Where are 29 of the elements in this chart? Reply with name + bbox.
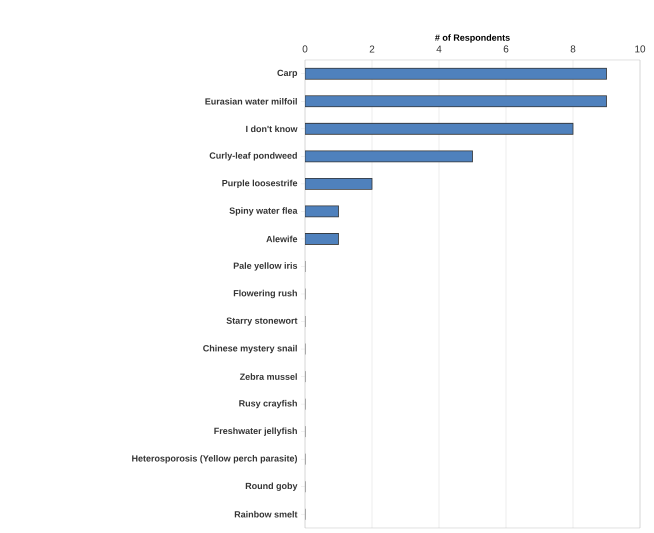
y-tick-label: Eurasian water milfoil bbox=[205, 98, 297, 105]
x-tick-label: 10 bbox=[635, 45, 646, 52]
y-tick-label: I don't know bbox=[246, 126, 298, 132]
y-tick-label: Flowering rush bbox=[234, 290, 297, 298]
x-axis-title: # of Respondents bbox=[435, 34, 510, 43]
x-tick-label: 6 bbox=[504, 45, 508, 52]
y-tick-label: Rainbow smelt bbox=[234, 510, 298, 518]
y-tick-label: Freshwater jellyfish bbox=[214, 427, 297, 436]
y-tick-label: Spiny water flea bbox=[229, 207, 298, 216]
y-tick-label: Round goby bbox=[246, 482, 298, 491]
bar bbox=[305, 95, 607, 108]
bar bbox=[305, 68, 607, 80]
y-tick-label: Carp bbox=[277, 70, 298, 78]
x-tick-label: 4 bbox=[436, 46, 442, 52]
y-tick-label: Heterosporosis (Yellow perch parasite) bbox=[132, 454, 298, 464]
x-tick-label: 0 bbox=[302, 45, 308, 52]
y-tick-label: Starry stonewort bbox=[226, 317, 298, 326]
y-tick-label: Rusy crayfish bbox=[239, 400, 297, 408]
x-tick-label: 8 bbox=[570, 45, 576, 52]
y-tick-label: Zebra mussel bbox=[240, 373, 297, 380]
bar bbox=[305, 150, 473, 162]
bar bbox=[305, 122, 574, 135]
y-tick-label: Alewife bbox=[266, 236, 298, 242]
y-tick-label: Chinese mystery snail bbox=[203, 344, 297, 354]
x-tick-label: 2 bbox=[370, 46, 374, 52]
y-tick-label: Pale yellow iris bbox=[234, 262, 298, 271]
y-tick-label: Purple loosestrife bbox=[222, 180, 298, 188]
y-tick-label: Curly-leaf pondweed bbox=[210, 152, 297, 161]
bar bbox=[305, 178, 372, 190]
